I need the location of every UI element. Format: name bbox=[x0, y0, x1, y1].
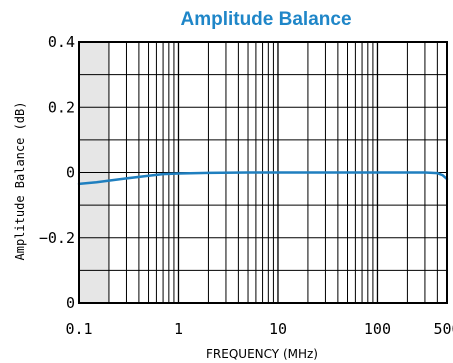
y-tick-label: 0 bbox=[66, 164, 75, 182]
tick-label-layer: 0.4 0.2 0 −0.2 0 0.1 1 10 100 500 bbox=[39, 33, 453, 338]
x-tick-label: 10 bbox=[269, 320, 287, 338]
x-tick-label: 0.1 bbox=[65, 320, 92, 338]
y-axis-label: Amplitude Balance (dB) bbox=[13, 102, 27, 261]
x-tick-label: 500 bbox=[433, 320, 453, 338]
y-tick-label: 0.4 bbox=[48, 33, 75, 51]
series-layer bbox=[77, 171, 449, 186]
chart-title: Amplitude Balance bbox=[180, 9, 351, 30]
y-tick-label: 0 bbox=[66, 294, 75, 312]
x-tick-label: 100 bbox=[364, 320, 391, 338]
series-line bbox=[77, 171, 449, 186]
x-tick-label: 1 bbox=[174, 320, 183, 338]
y-tick-label: 0.2 bbox=[48, 98, 75, 116]
plot-frame bbox=[78, 41, 448, 304]
x-axis-label: FREQUENCY (MHz) bbox=[206, 347, 318, 361]
y-tick-label: −0.2 bbox=[39, 229, 75, 247]
